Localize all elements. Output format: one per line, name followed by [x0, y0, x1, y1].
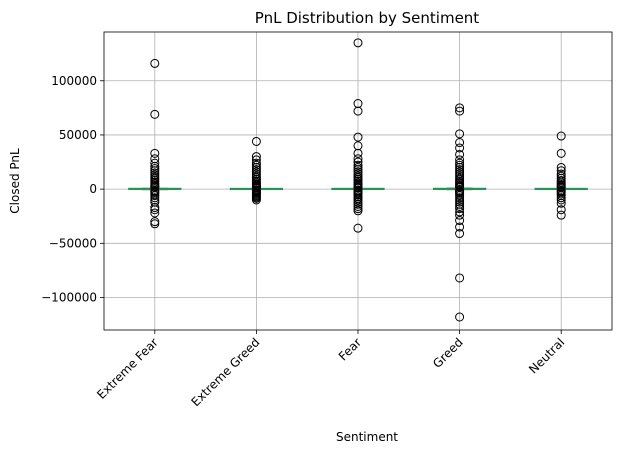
- y-tick-label: 50000: [59, 128, 97, 142]
- box-greed: [433, 103, 487, 322]
- x-axis-ticks: Extreme Fear Extreme Greed Fear Greed Neutra…: [94, 330, 567, 409]
- outlier-point: [353, 183, 363, 193]
- x-tick-label: Fear: [336, 335, 364, 363]
- outlier-point: [455, 160, 465, 170]
- outlier-point: [353, 197, 363, 207]
- outlier-point: [556, 193, 566, 203]
- outlier-point: [455, 204, 465, 214]
- outlier-point: [455, 191, 465, 201]
- outlier-point: [455, 207, 465, 217]
- outlier-point: [455, 273, 465, 283]
- x-tick-label: Greed: [430, 335, 466, 371]
- outlier-point: [455, 106, 465, 116]
- outlier-point: [150, 58, 160, 68]
- outlier-point: [150, 219, 160, 229]
- box-fear: [331, 38, 385, 233]
- outlier-point: [556, 148, 566, 158]
- outlier-point: [251, 136, 261, 146]
- outlier-point: [556, 195, 566, 205]
- outlier-point: [353, 162, 363, 172]
- y-tick-label: −50000: [49, 236, 97, 250]
- x-tick-label: Extreme Greed: [188, 335, 262, 409]
- outlier-point: [455, 165, 465, 175]
- outlier-point: [353, 206, 363, 216]
- outlier-point: [353, 201, 363, 211]
- outlier-point: [455, 138, 465, 148]
- y-tick-label: −100000: [41, 290, 97, 304]
- outlier-point: [353, 199, 363, 209]
- outlier-point: [150, 205, 160, 215]
- y-tick-label: 100000: [51, 74, 97, 88]
- outlier-point: [353, 195, 363, 205]
- outlier-point: [251, 152, 261, 162]
- outlier-point: [251, 158, 261, 168]
- outlier-point: [455, 216, 465, 226]
- outlier-point: [556, 210, 566, 220]
- outlier-point: [455, 129, 465, 139]
- y-axis-ticks: −100000 −50000 0 50000 100000: [41, 74, 104, 304]
- box-extreme-greed: [229, 136, 283, 205]
- outlier-point: [251, 162, 261, 172]
- outlier-point: [455, 143, 465, 153]
- outlier-point: [353, 38, 363, 48]
- outlier-point: [353, 154, 363, 164]
- outlier-point: [455, 162, 465, 172]
- outlier-point: [353, 223, 363, 233]
- outlier-point: [251, 195, 261, 205]
- outlier-point: [150, 203, 160, 213]
- x-axis-label: Sentiment: [336, 430, 398, 444]
- outlier-point: [353, 148, 363, 158]
- outlier-point: [150, 217, 160, 227]
- box-extreme-fear: [128, 58, 182, 229]
- outlier-point: [353, 169, 363, 179]
- outlier-point: [150, 161, 160, 171]
- outlier-point: [455, 222, 465, 232]
- outlier-point: [455, 149, 465, 159]
- boxplot-series: [128, 38, 588, 322]
- outlier-point: [455, 197, 465, 207]
- outlier-point: [150, 193, 160, 203]
- outlier-point: [455, 312, 465, 322]
- chart-title: PnL Distribution by Sentiment: [255, 9, 480, 27]
- outlier-point: [150, 148, 160, 158]
- outlier-point: [556, 162, 566, 172]
- outlier-point: [455, 201, 465, 211]
- outlier-point: [150, 164, 160, 174]
- outlier-point: [455, 103, 465, 113]
- x-tick-label: Extreme Fear: [94, 335, 161, 402]
- outlier-point: [455, 210, 465, 220]
- outlier-point: [455, 229, 465, 239]
- outlier-point: [251, 160, 261, 170]
- outlier-point: [455, 193, 465, 203]
- box-neutral: [534, 131, 588, 220]
- outlier-point: [353, 106, 363, 116]
- x-tick-label: Neutral: [526, 335, 567, 376]
- outlier-point: [556, 131, 566, 141]
- outlier-point: [150, 109, 160, 119]
- outlier-point: [556, 205, 566, 215]
- y-tick-label: 0: [89, 182, 97, 196]
- outlier-point: [353, 204, 363, 214]
- outlier-point: [455, 158, 465, 168]
- outlier-point: [150, 208, 160, 218]
- outlier-point: [455, 195, 465, 205]
- outlier-point: [150, 191, 160, 201]
- outlier-point: [353, 132, 363, 142]
- y-axis-label: Closed PnL: [8, 148, 22, 214]
- outlier-point: [353, 160, 363, 170]
- outlier-point: [556, 198, 566, 208]
